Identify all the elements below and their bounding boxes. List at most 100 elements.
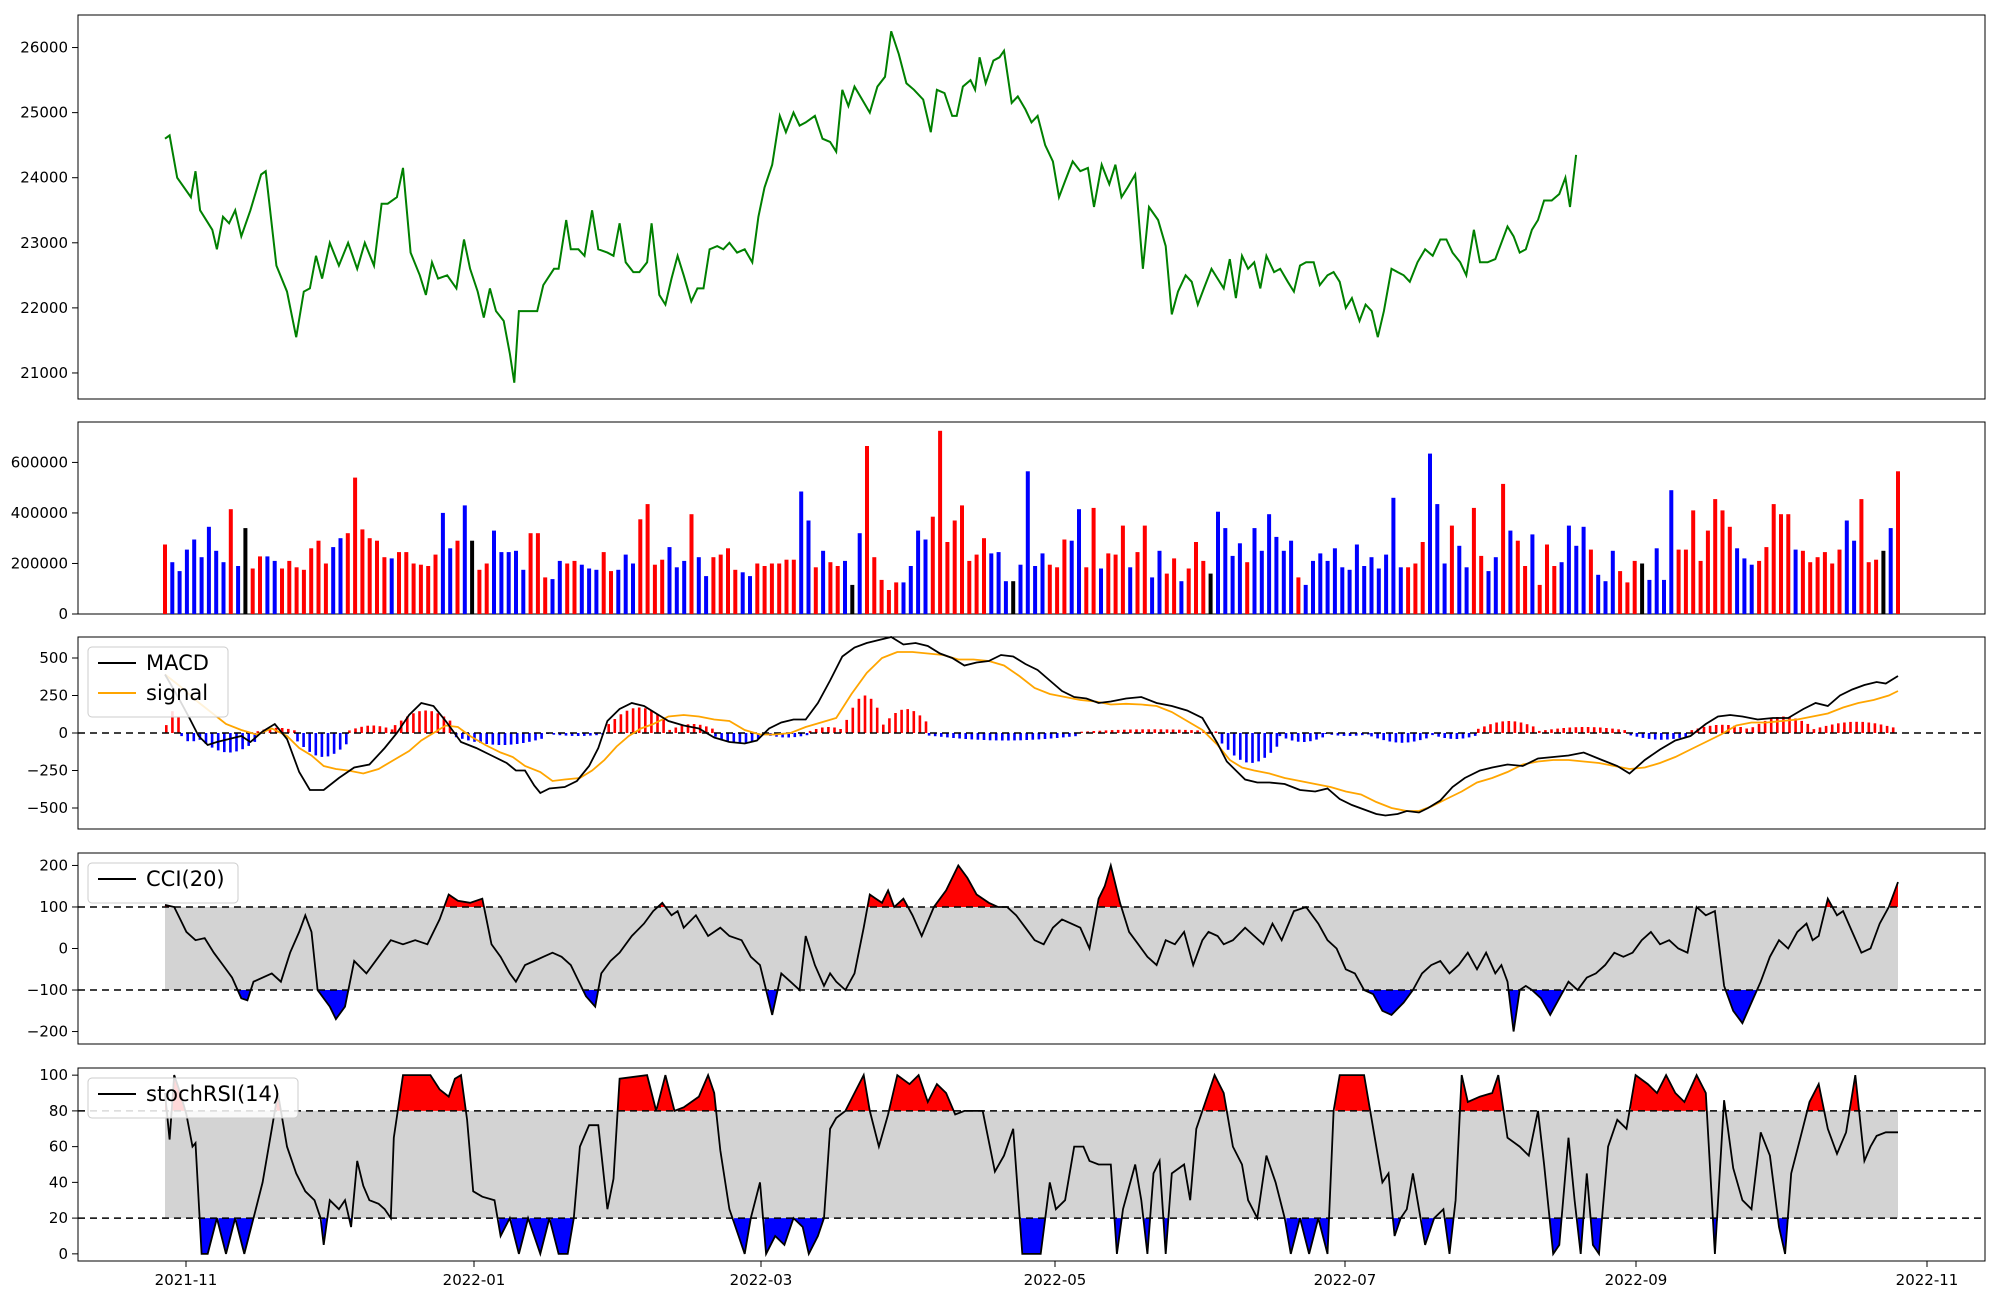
macd-histogram-bar bbox=[1098, 730, 1102, 733]
macd-histogram-bar bbox=[668, 729, 671, 733]
volume-bar bbox=[718, 554, 723, 614]
macd-ytick-label: 250 bbox=[39, 687, 68, 705]
price-line bbox=[164, 30, 1578, 383]
macd-histogram-bar bbox=[1321, 733, 1324, 738]
macd-histogram-bar bbox=[906, 709, 909, 733]
macd-histogram-bar bbox=[1794, 718, 1797, 733]
volume-bar bbox=[404, 552, 409, 614]
stochrsi-oversold-fill bbox=[764, 1218, 794, 1254]
volume-bar bbox=[1888, 528, 1893, 614]
volume-bar bbox=[616, 569, 621, 614]
macd-histogram-bar bbox=[619, 714, 623, 733]
macd-histogram-bar bbox=[1336, 733, 1340, 736]
volume-bar bbox=[1559, 562, 1564, 614]
volume-bar bbox=[353, 477, 358, 614]
macd-histogram-bar bbox=[1830, 724, 1834, 733]
cci-overbought-fill bbox=[868, 890, 895, 907]
volume-bar bbox=[1786, 514, 1791, 614]
cci-ytick-label: −200 bbox=[27, 1023, 68, 1041]
volume-bar bbox=[631, 563, 635, 614]
volume-ytick-label: 400000 bbox=[11, 504, 68, 522]
volume-bar bbox=[791, 559, 796, 614]
macd-histogram-bar bbox=[1461, 733, 1465, 739]
xtick-label: 2022-05 bbox=[1024, 1271, 1087, 1289]
macd-histogram-bar bbox=[674, 727, 678, 733]
volume-bar bbox=[828, 562, 833, 614]
cci-overbought-fill bbox=[445, 894, 486, 907]
volume-bar bbox=[389, 558, 394, 614]
volume-bar bbox=[872, 557, 877, 614]
macd-histogram-bar bbox=[1025, 733, 1028, 740]
macd-histogram-bar bbox=[1513, 721, 1517, 733]
macd-histogram-bar bbox=[1776, 717, 1779, 733]
macd-histogram-bar bbox=[900, 709, 903, 733]
macd-histogram-bar bbox=[1733, 725, 1736, 733]
volume-bar bbox=[696, 557, 701, 614]
volume-bar bbox=[1632, 560, 1637, 614]
volume-bar bbox=[740, 572, 745, 614]
volume-bar bbox=[1486, 571, 1491, 614]
volume-bar bbox=[1354, 544, 1359, 614]
volume-bar bbox=[1120, 525, 1125, 614]
volume-bar bbox=[1552, 566, 1557, 614]
macd-histogram-bar bbox=[558, 733, 562, 736]
volume-bar bbox=[923, 539, 928, 614]
macd-histogram-bar bbox=[1296, 733, 1300, 742]
macd-histogram-bar bbox=[1782, 716, 1785, 733]
volume-bar bbox=[996, 552, 1001, 614]
volume-bar bbox=[1135, 552, 1140, 614]
volume-bar bbox=[1625, 582, 1630, 614]
macd-histogram-bar bbox=[1745, 728, 1748, 733]
volume-bar bbox=[1325, 560, 1330, 614]
macd-histogram-bar bbox=[1092, 731, 1096, 733]
macd-histogram-bar bbox=[1855, 721, 1858, 734]
macd-histogram-bar bbox=[869, 698, 873, 733]
macd-histogram-bar bbox=[1290, 733, 1294, 741]
macd-histogram-bar bbox=[1690, 730, 1694, 733]
price-ytick-label: 25000 bbox=[20, 104, 68, 122]
macd-histogram-bar bbox=[1196, 730, 1199, 733]
macd-histogram-bar bbox=[1214, 731, 1218, 733]
volume-bar bbox=[228, 509, 233, 614]
cci-legend-label: CCI(20) bbox=[146, 867, 225, 891]
macd-histogram-bar bbox=[787, 733, 790, 738]
macd-histogram-bar bbox=[1806, 723, 1810, 733]
volume-bar bbox=[360, 529, 365, 614]
volume-bar bbox=[1764, 547, 1769, 614]
volume-bar bbox=[821, 550, 826, 614]
volume-bar bbox=[448, 548, 453, 614]
volume-bar bbox=[1749, 564, 1754, 614]
macd-histogram-bar bbox=[552, 733, 556, 735]
volume-bar bbox=[1852, 540, 1857, 614]
volume-bar bbox=[938, 430, 943, 614]
macd-histogram-bar bbox=[692, 724, 696, 733]
volume-bar bbox=[1457, 545, 1462, 614]
volume-bar bbox=[850, 584, 855, 614]
volume-bar bbox=[272, 560, 277, 614]
macd-histogram-bar bbox=[1049, 733, 1053, 739]
signal-line bbox=[164, 651, 1899, 812]
macd-histogram-bar bbox=[781, 733, 784, 738]
macd-histogram-bar bbox=[1525, 724, 1529, 733]
volume-bar bbox=[813, 567, 818, 614]
cci-overbought-fill bbox=[935, 865, 998, 907]
macd-histogram-bar bbox=[1763, 720, 1767, 733]
volume-bar bbox=[1515, 540, 1520, 614]
volume-bar bbox=[777, 563, 782, 614]
macd-histogram-bar bbox=[711, 728, 714, 733]
macd-histogram-bar bbox=[1635, 733, 1639, 737]
macd-histogram-bar bbox=[1660, 733, 1663, 740]
volume-bar bbox=[367, 538, 372, 614]
stochrsi-band bbox=[165, 1110, 1898, 1219]
macd-histogram-bar bbox=[644, 708, 647, 733]
volume-bar bbox=[1705, 530, 1710, 614]
macd-histogram-bar bbox=[1055, 733, 1059, 738]
cci-band bbox=[165, 906, 1898, 991]
macd-histogram-bar bbox=[1263, 733, 1266, 758]
volume-bar bbox=[1610, 550, 1615, 614]
macd-histogram-bar bbox=[1678, 733, 1681, 738]
volume-bar bbox=[1259, 550, 1264, 614]
volume-bar bbox=[535, 533, 540, 614]
macd-histogram-bar bbox=[656, 714, 659, 733]
